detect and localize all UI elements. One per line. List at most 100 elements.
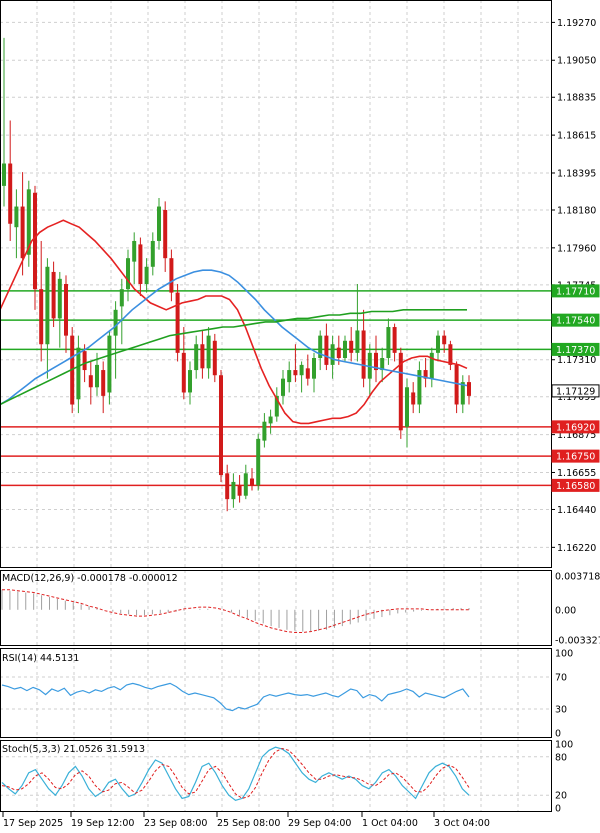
resistance-tag-box bbox=[551, 342, 600, 356]
candle-body bbox=[380, 358, 385, 371]
price-tick-label: 1.16875 bbox=[557, 430, 596, 441]
stoch-tick-label: 80 bbox=[555, 752, 567, 763]
candle-body bbox=[64, 284, 68, 336]
support-tag-label: 1.16920 bbox=[556, 422, 595, 433]
current-price-tag-label: 1.17129 bbox=[556, 386, 595, 397]
candle-body bbox=[150, 240, 155, 267]
candle-body bbox=[429, 352, 434, 379]
candle-body bbox=[305, 368, 310, 379]
support-tag-label: 1.16750 bbox=[556, 452, 595, 463]
candle-body bbox=[138, 244, 143, 284]
time-tick-label: 19 Sep 12:00 bbox=[71, 818, 134, 829]
price-tick-label: 1.17095 bbox=[557, 392, 596, 403]
rsi-tick-label: 0 bbox=[555, 729, 561, 740]
candle-body bbox=[349, 340, 354, 353]
macd-label: MACD(12,26,9) -0.000178 -0.000012 bbox=[2, 573, 178, 584]
candle-body bbox=[206, 335, 211, 369]
candle-body bbox=[324, 335, 329, 365]
candle-body bbox=[243, 473, 248, 496]
price-tick-label: 1.18180 bbox=[557, 205, 596, 216]
candle-body bbox=[200, 344, 205, 369]
candle-body bbox=[107, 335, 112, 393]
candle-body bbox=[231, 481, 236, 500]
candle-body bbox=[237, 485, 242, 496]
candle-body bbox=[26, 189, 31, 255]
candle-body bbox=[361, 330, 366, 379]
candle-body bbox=[169, 258, 174, 293]
candle-body bbox=[460, 382, 465, 405]
macd-signal-line bbox=[2, 589, 469, 633]
candle-body bbox=[95, 364, 99, 388]
candle-body bbox=[119, 289, 124, 307]
candle-body bbox=[392, 327, 397, 353]
candle-body bbox=[312, 358, 316, 379]
price-tick-label: 1.17310 bbox=[557, 355, 596, 366]
candle-body bbox=[355, 330, 360, 353]
support-tag-box bbox=[551, 449, 600, 463]
resistance-tag-label: 1.17710 bbox=[556, 286, 595, 297]
candle-body bbox=[181, 352, 186, 393]
ma-slow-line bbox=[0, 308, 467, 406]
candle-body bbox=[250, 478, 254, 486]
candle-body bbox=[442, 335, 447, 345]
macd-tick-label: 0.00 bbox=[555, 605, 576, 616]
panel-frame bbox=[0, 570, 552, 646]
candle-body bbox=[374, 352, 378, 371]
resistance-tag-box bbox=[551, 313, 600, 327]
candle-body bbox=[405, 387, 409, 427]
candle-body bbox=[126, 258, 130, 290]
candle-body bbox=[188, 370, 192, 393]
candle-body bbox=[287, 370, 292, 383]
grid bbox=[0, 0, 551, 812]
candle-body bbox=[262, 421, 267, 441]
support-tag-box bbox=[551, 478, 600, 492]
stoch-tick-label: 100 bbox=[555, 740, 573, 751]
current-price-tag-box bbox=[551, 384, 600, 398]
candle-body bbox=[8, 163, 13, 224]
stoch-label: Stoch(5,3,3) 21.0526 31.5913 bbox=[2, 744, 145, 755]
macd-tick-label: 0.003718 bbox=[555, 572, 600, 583]
stoch-tick-label: 0 bbox=[555, 804, 561, 815]
price-tick-label: 1.16655 bbox=[557, 468, 596, 479]
ma-mid-line bbox=[0, 269, 468, 406]
stoch-tick-label: 20 bbox=[555, 791, 567, 802]
resistance-tag-label: 1.17370 bbox=[556, 345, 595, 356]
macd-panel: 0.003718 0.00 -0.003327 bbox=[1, 572, 600, 647]
candle-body bbox=[398, 352, 403, 431]
candlesticks bbox=[2, 37, 471, 512]
candle-body bbox=[336, 347, 341, 359]
candle-body bbox=[417, 370, 422, 405]
price-tick-label: 1.19270 bbox=[557, 18, 596, 29]
candle-body bbox=[281, 378, 285, 396]
candle-body bbox=[76, 347, 81, 400]
price-tick-label: 1.18615 bbox=[557, 131, 596, 142]
resistance-tag-box bbox=[551, 284, 600, 298]
candle-body bbox=[101, 370, 106, 396]
price-tick-label: 1.18835 bbox=[557, 93, 596, 104]
support-tag-box bbox=[551, 420, 600, 434]
candle-body bbox=[14, 206, 19, 228]
ma-fast-line bbox=[0, 219, 468, 425]
candle-body bbox=[132, 240, 137, 262]
panel-frames bbox=[0, 0, 552, 812]
time-tick-label: 17 Sep 2025 bbox=[3, 818, 63, 829]
candle-body bbox=[39, 289, 44, 345]
candle-body bbox=[411, 392, 416, 405]
macd-tick-label: -0.003327 bbox=[555, 636, 600, 647]
candle-body bbox=[51, 271, 56, 319]
candle-body bbox=[219, 375, 223, 476]
candle-body bbox=[163, 209, 168, 259]
candle-body bbox=[436, 335, 440, 353]
rsi-label: RSI(14) 44.5131 bbox=[2, 653, 79, 664]
time-tick-label: 1 Oct 04:00 bbox=[362, 818, 418, 829]
support-tag-label: 1.16580 bbox=[556, 481, 595, 492]
candle-body bbox=[175, 292, 180, 353]
candle-body bbox=[423, 370, 428, 379]
price-tick-label: 1.19050 bbox=[557, 56, 596, 67]
candle-body bbox=[293, 370, 298, 376]
candle-body bbox=[343, 340, 347, 359]
candle-body bbox=[194, 344, 199, 371]
candle-body bbox=[82, 351, 87, 371]
rsi-line bbox=[1, 682, 470, 712]
